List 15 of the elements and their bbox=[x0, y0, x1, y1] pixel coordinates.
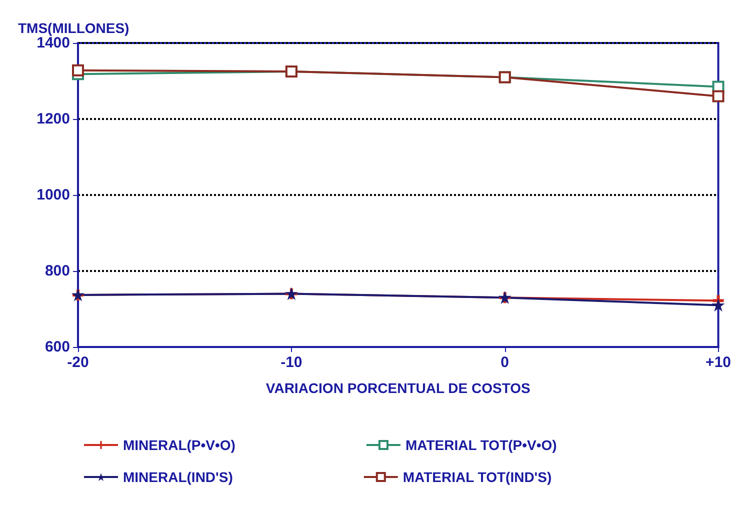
x-tick-label: -10 bbox=[280, 354, 302, 371]
legend-label: MINERAL(IND'S) bbox=[123, 469, 233, 485]
x-tick-label: +10 bbox=[706, 354, 732, 371]
legend-label: MATERIAL TOT(P•V•O) bbox=[405, 437, 557, 453]
legend-label: MATERIAL TOT(IND'S) bbox=[402, 469, 552, 485]
legend-label: MINERAL(P•V•O) bbox=[123, 437, 236, 453]
y-tick-label: 600 bbox=[44, 338, 70, 356]
x-axis-title: VARIACION PORCENTUAL DE COSTOS bbox=[266, 380, 530, 396]
x-tick-label: 0 bbox=[500, 354, 510, 371]
y-tick-label: 1400 bbox=[36, 34, 70, 52]
y-tick-label: 1200 bbox=[36, 110, 70, 128]
y-axis-title: TMS(MILLONES) bbox=[18, 20, 130, 36]
x-tick-label: -20 bbox=[67, 354, 89, 371]
y-tick-label: 800 bbox=[44, 262, 70, 280]
y-tick-label: 1000 bbox=[36, 186, 70, 204]
